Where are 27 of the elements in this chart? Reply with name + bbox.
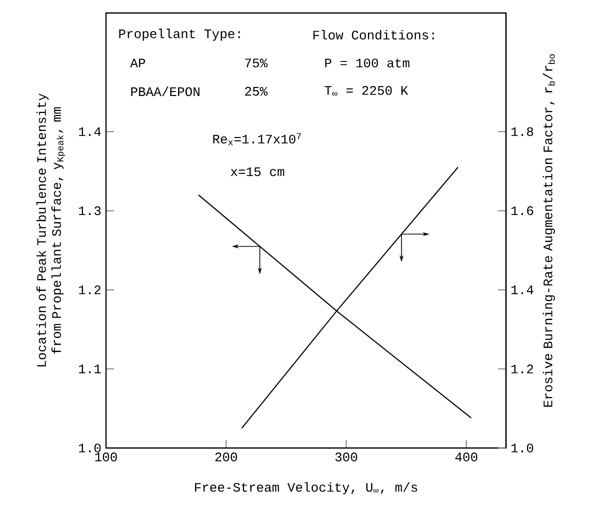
x-tick-label: 400 bbox=[455, 452, 478, 462]
y2-tick-label: 1.2 bbox=[511, 364, 534, 374]
y-tick-label: 1.4 bbox=[79, 127, 101, 136]
x-tick-label: 100 bbox=[95, 452, 117, 462]
x-tick-label: 200 bbox=[215, 452, 238, 462]
y-tick-label: 1.0 bbox=[79, 444, 101, 452]
y-tick-label: 1.3 bbox=[79, 206, 101, 216]
y-tick-label: 1.2 bbox=[79, 285, 101, 294]
annotation: AP bbox=[130, 58, 146, 68]
x-axis-title: Free-Stream Velocity, U$_{∞}$, m/s bbox=[195, 482, 418, 494]
annotation: Flow Conditions: bbox=[313, 30, 434, 40]
annotation: x=15 cm bbox=[230, 167, 284, 176]
x-tick-label: 300 bbox=[335, 452, 358, 462]
annotation: P = 100 atm bbox=[325, 58, 410, 68]
y2-axis-title: Erosive Burning-Rate Augmentation Factor, r$_{b}$/r$_{bo}$ bbox=[542, 54, 555, 407]
annotation: Re$_{x}$=1.17x10$^{7}$ bbox=[213, 133, 301, 146]
y2-tick-label: 1.8 bbox=[511, 127, 534, 136]
annotation: T$_{∞}$ = 2250 K bbox=[324, 86, 408, 96]
y2-tick-label: 1.6 bbox=[511, 206, 534, 216]
annotation: PBAA/EPON bbox=[131, 86, 200, 96]
y2-tick-label: 1.0 bbox=[511, 444, 534, 452]
y-tick-label: 1.1 bbox=[79, 364, 101, 374]
annotation: 75% bbox=[245, 58, 268, 68]
annotation: 25% bbox=[245, 86, 268, 96]
y2-tick-label: 1.4 bbox=[511, 286, 534, 294]
y-axis-title: Location of Peak Turbulence Intensity from Propellant Surface, y$_{Kpeak}$, mm bbox=[36, 94, 66, 366]
annotation: Propellant Type: bbox=[119, 28, 240, 41]
